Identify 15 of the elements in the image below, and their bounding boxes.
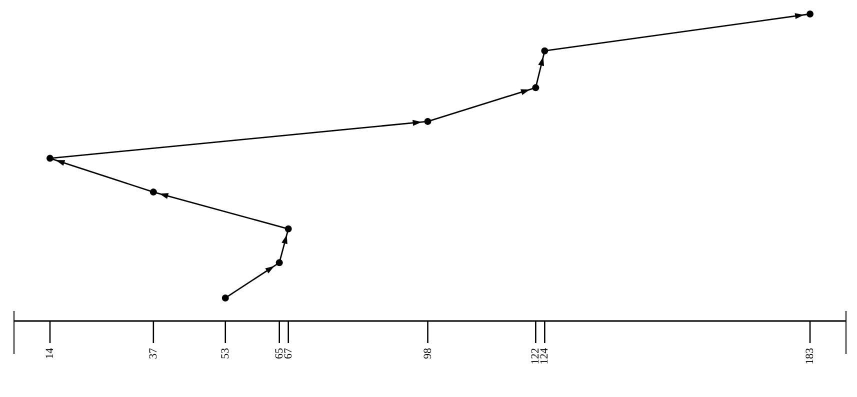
point: [276, 259, 283, 266]
point: [150, 188, 157, 196]
x-tick-label: 14: [44, 348, 56, 359]
point: [284, 225, 292, 232]
point: [46, 154, 54, 162]
point: [806, 10, 814, 18]
x-tick-label: 53: [219, 348, 232, 359]
point: [222, 294, 229, 302]
x-tick-label: 183: [804, 348, 816, 364]
point: [532, 84, 540, 92]
x-tick-label: 37: [147, 348, 160, 359]
point: [424, 118, 432, 125]
x-tick-label: 124: [538, 348, 551, 364]
x-tick-label: 98: [422, 348, 434, 359]
point: [541, 47, 548, 54]
